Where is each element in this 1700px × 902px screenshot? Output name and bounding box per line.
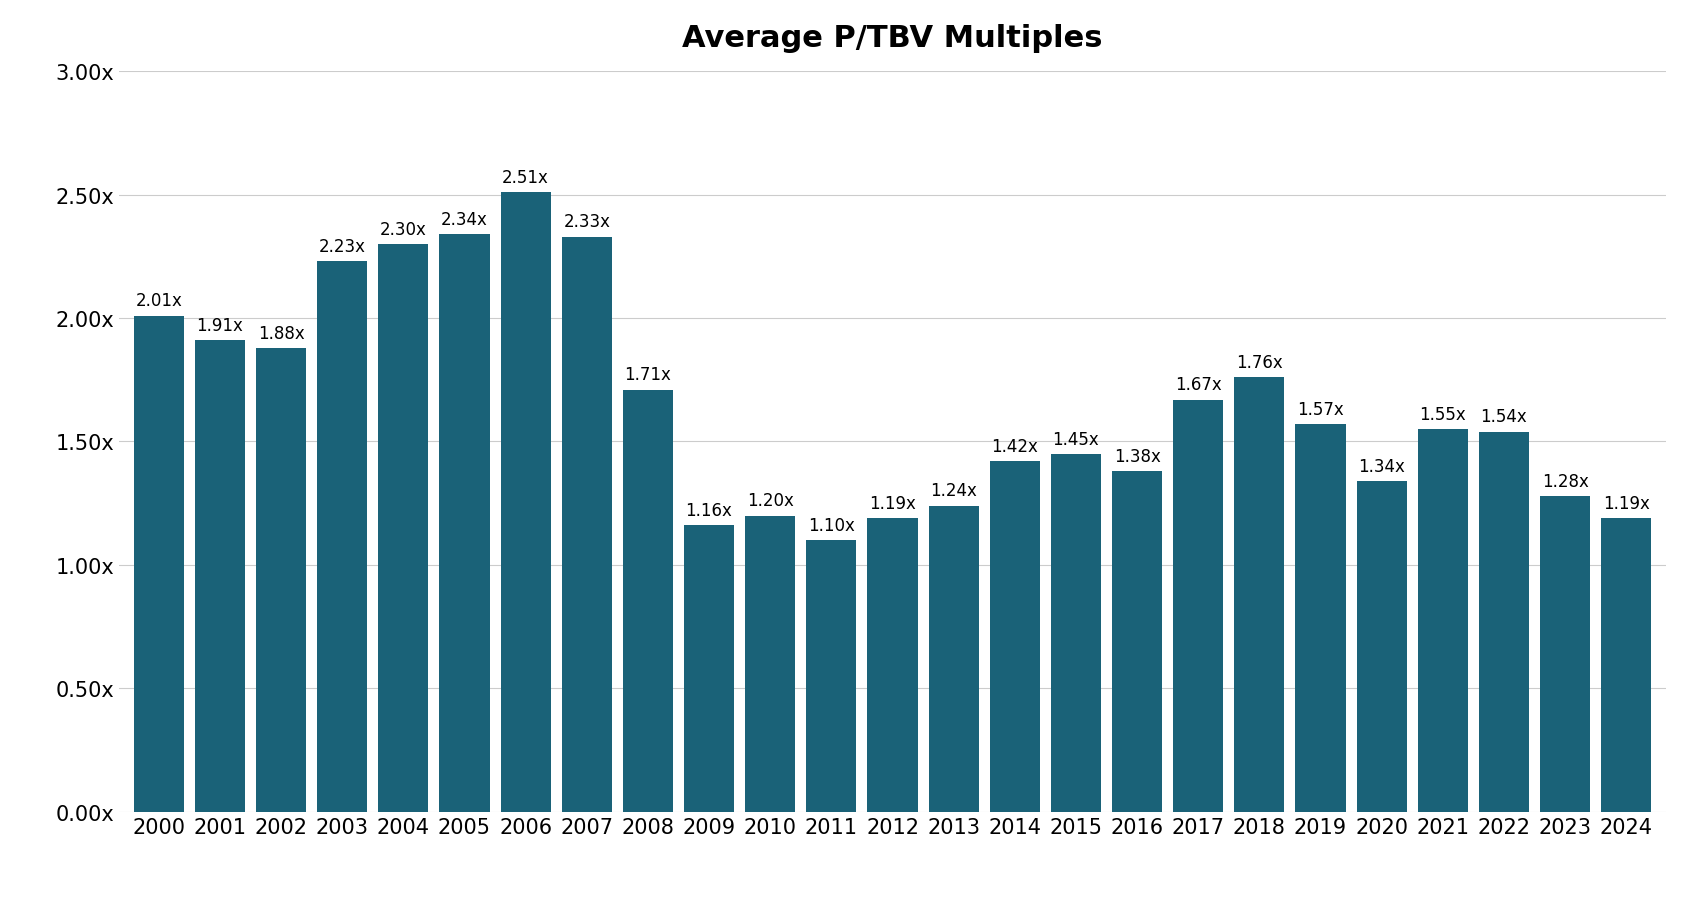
Bar — [928, 506, 979, 812]
Bar — [318, 262, 367, 812]
Text: 1.88x: 1.88x — [258, 324, 304, 342]
Text: 1.38x: 1.38x — [1114, 447, 1161, 465]
Bar — [257, 348, 306, 812]
Bar — [134, 317, 184, 812]
Bar — [1112, 472, 1163, 812]
Text: 1.10x: 1.10x — [808, 517, 855, 534]
Text: 1.67x: 1.67x — [1175, 376, 1222, 394]
Title: Average P/TBV Multiples: Average P/TBV Multiples — [682, 24, 1103, 53]
Bar — [867, 519, 918, 812]
Text: 2.51x: 2.51x — [502, 169, 549, 187]
Bar — [989, 462, 1040, 812]
Text: 2.30x: 2.30x — [379, 221, 427, 239]
Bar — [439, 235, 490, 812]
Bar — [1234, 378, 1285, 812]
Text: 1.28x: 1.28x — [1542, 472, 1588, 490]
Text: 2.33x: 2.33x — [563, 213, 610, 231]
Text: 1.34x: 1.34x — [1358, 457, 1406, 475]
Text: 1.16x: 1.16x — [685, 502, 733, 520]
Bar — [500, 193, 551, 812]
Bar — [1601, 519, 1651, 812]
Text: 1.71x: 1.71x — [624, 366, 672, 384]
Text: 2.23x: 2.23x — [318, 238, 366, 256]
Bar — [1479, 432, 1528, 812]
Text: 1.57x: 1.57x — [1297, 400, 1345, 419]
Bar — [379, 244, 428, 812]
Bar — [745, 516, 796, 812]
Text: 1.20x: 1.20x — [746, 492, 794, 510]
Text: 1.55x: 1.55x — [1420, 406, 1465, 424]
Bar — [1357, 482, 1406, 812]
Text: 1.24x: 1.24x — [930, 482, 978, 500]
Bar — [1418, 429, 1467, 812]
Text: 1.76x: 1.76x — [1236, 354, 1284, 372]
Bar — [806, 540, 857, 812]
Text: 1.19x: 1.19x — [1603, 494, 1649, 512]
Bar — [1173, 400, 1224, 812]
Text: 1.91x: 1.91x — [197, 317, 243, 335]
Text: 1.19x: 1.19x — [869, 494, 916, 512]
Text: 1.45x: 1.45x — [1052, 430, 1100, 448]
Bar — [1540, 496, 1590, 812]
Text: 2.01x: 2.01x — [136, 292, 182, 310]
Text: 1.42x: 1.42x — [991, 437, 1039, 456]
Bar — [622, 391, 673, 812]
Text: 1.54x: 1.54x — [1481, 408, 1527, 426]
Bar — [561, 237, 612, 812]
Bar — [683, 526, 734, 812]
Bar — [1051, 455, 1102, 812]
Bar — [196, 341, 245, 812]
Text: 2.34x: 2.34x — [440, 211, 488, 229]
Bar — [1295, 425, 1346, 812]
